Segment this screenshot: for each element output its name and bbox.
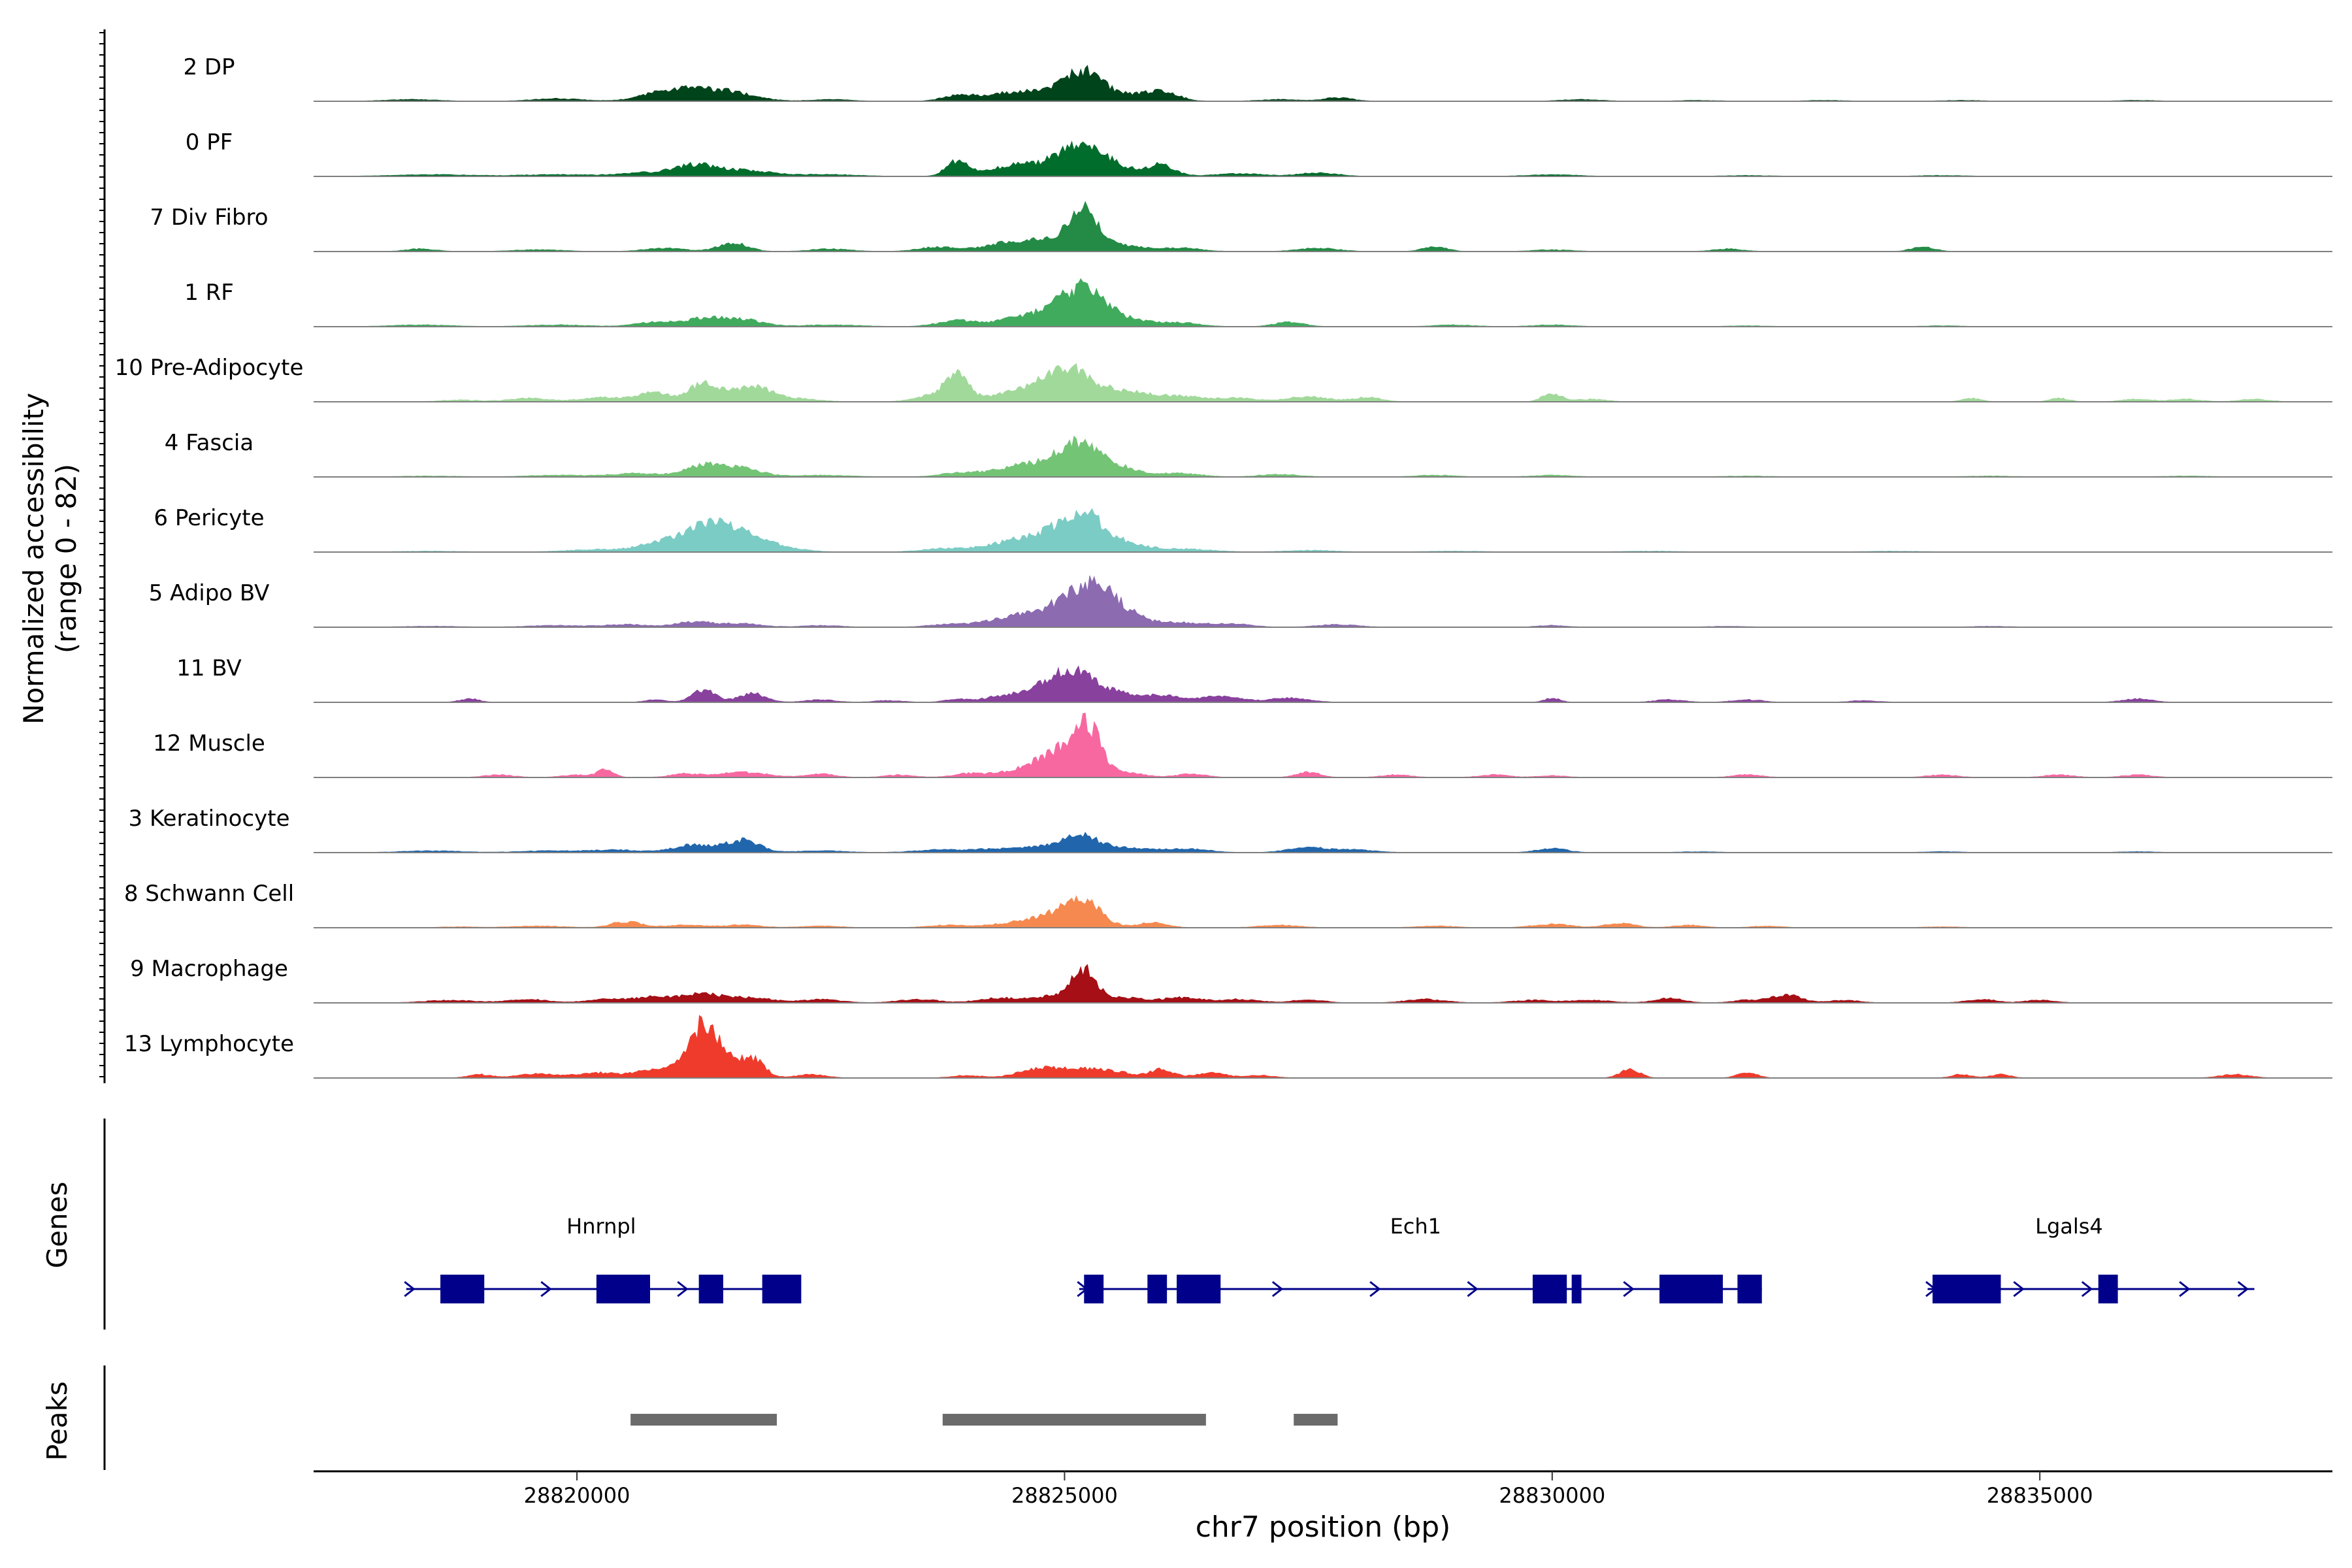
strand-arrow (540, 1281, 552, 1298)
gene-hnrnpl: Hnrnpl (404, 1214, 802, 1303)
strand-arrow (2013, 1281, 2025, 1298)
coverage-area (314, 65, 2332, 102)
coverage-tracks: 2 DP 0 PF 7 Div Fibro 1 RF 10 Pre-Adipocyte 4… (115, 54, 2332, 1079)
x-tick-label: 28825000 (1011, 1483, 1118, 1508)
track-label: 0 PF (186, 129, 233, 155)
gene-name: Lgals4 (2035, 1214, 2103, 1239)
strand-arrow (2081, 1281, 2093, 1298)
track-7-div-fibro: 7 Div Fibro (150, 201, 2332, 252)
track-12-muscle: 12 Muscle (153, 712, 2332, 778)
track-label: 9 Macrophage (130, 956, 288, 982)
exon (1932, 1275, 2001, 1303)
track-label: 10 Pre-Adipocyte (115, 355, 304, 381)
coverage-area (314, 201, 2332, 252)
track-label: 4 Fascia (165, 430, 253, 456)
track-0-pf: 0 PF (186, 129, 2332, 177)
x-ticks: 28820000 28825000 28830000 28835000 (524, 1471, 2093, 1508)
gene-models: Hnrnpl Ech1 Lgals4 (404, 1214, 2255, 1303)
gene-name: Hnrnpl (566, 1214, 636, 1239)
genes-panel: Genes Hnrnpl Ech1 Lgals4 (41, 1119, 2255, 1330)
coverage-area (314, 964, 2332, 1004)
gene-lgals4: Lgals4 (1925, 1214, 2255, 1303)
coverage-y-axis (99, 29, 106, 1083)
exon (1571, 1275, 1582, 1303)
coverage-area (314, 278, 2332, 327)
exon (1147, 1275, 1168, 1303)
coverage-area (314, 712, 2332, 778)
track-label: 6 Pericyte (154, 505, 264, 531)
strand-arrow (677, 1281, 689, 1298)
track-label: 5 Adipo BV (149, 580, 270, 606)
track-2-dp: 2 DP (183, 54, 2332, 102)
track-9-macrophage: 9 Macrophage (130, 956, 2332, 1004)
track-label: 13 Lymphocyte (124, 1031, 294, 1057)
track-5-adipo-bv: 5 Adipo BV (149, 576, 2332, 628)
peak-region (1294, 1414, 1338, 1426)
y-axis-title: Normalized accessibility (range 0 - 82) (18, 393, 82, 725)
strand-arrow (404, 1281, 416, 1298)
coverage-area (314, 363, 2332, 402)
track-label: 8 Schwann Cell (124, 881, 294, 907)
exon (1177, 1275, 1221, 1303)
x-axis-label: chr7 position (bp) (1196, 1511, 1451, 1544)
strand-arrow (1271, 1281, 1284, 1298)
track-label: 3 Keratinocyte (129, 806, 290, 832)
y-axis-range-label: (range 0 - 82) (50, 464, 82, 653)
track-8-schwann-cell: 8 Schwann Cell (124, 881, 2332, 928)
peak-region (630, 1414, 777, 1426)
gene-name: Ech1 (1390, 1214, 1441, 1239)
track-label: 12 Muscle (153, 730, 265, 757)
x-tick-label: 28820000 (524, 1483, 630, 1508)
track-label: 1 RF (184, 280, 234, 306)
strand-arrow (1623, 1281, 1635, 1298)
exon (440, 1275, 485, 1303)
track-11-bv: 11 BV (176, 655, 2332, 703)
strand-arrow (1369, 1281, 1381, 1298)
coverage-area (314, 831, 2332, 853)
track-label: 7 Div Fibro (150, 204, 268, 231)
exon (596, 1275, 650, 1303)
exon (2098, 1275, 2118, 1303)
coverage-area (314, 435, 2332, 478)
exon (1084, 1275, 1104, 1303)
x-axis: 28820000 28825000 28830000 28835000 chr7 po… (314, 1470, 2332, 1544)
strand-arrow (2179, 1281, 2191, 1298)
track-4-fascia: 4 Fascia (165, 430, 2332, 478)
gene-ech1: Ech1 (1077, 1214, 1762, 1303)
track-13-lymphocyte: 13 Lymphocyte (124, 1015, 2332, 1079)
coverage-area (314, 508, 2332, 553)
peaks-panel: Peaks (41, 1365, 1338, 1470)
y-axis-label: Normalized accessibility (18, 393, 50, 725)
coverage-area (314, 665, 2332, 703)
strand-arrow (1467, 1281, 1478, 1298)
coverage-area (314, 1015, 2332, 1079)
peaks-panel-label: Peaks (41, 1381, 73, 1461)
exon (1659, 1275, 1723, 1303)
exon (1737, 1275, 1762, 1303)
track-3-keratinocyte: 3 Keratinocyte (129, 806, 2332, 853)
track-label: 2 DP (183, 54, 235, 80)
peak-region (942, 1414, 1206, 1426)
track-10-pre-adipocyte: 10 Pre-Adipocyte (115, 355, 2332, 402)
x-tick-label: 28835000 (1987, 1483, 2093, 1508)
genes-panel-label: Genes (41, 1182, 73, 1269)
track-1-rf: 1 RF (184, 278, 2332, 327)
coverage-area (314, 895, 2332, 928)
track-label: 11 BV (176, 655, 242, 681)
exon (1532, 1275, 1567, 1303)
exon (762, 1275, 802, 1303)
coverage-area (314, 576, 2332, 628)
track-6-pericyte: 6 Pericyte (154, 505, 2332, 553)
exon (698, 1275, 723, 1303)
strand-arrow (2237, 1281, 2249, 1298)
x-tick-label: 28830000 (1499, 1483, 1605, 1508)
coverage-area (314, 140, 2332, 177)
peak-regions (630, 1414, 1338, 1426)
